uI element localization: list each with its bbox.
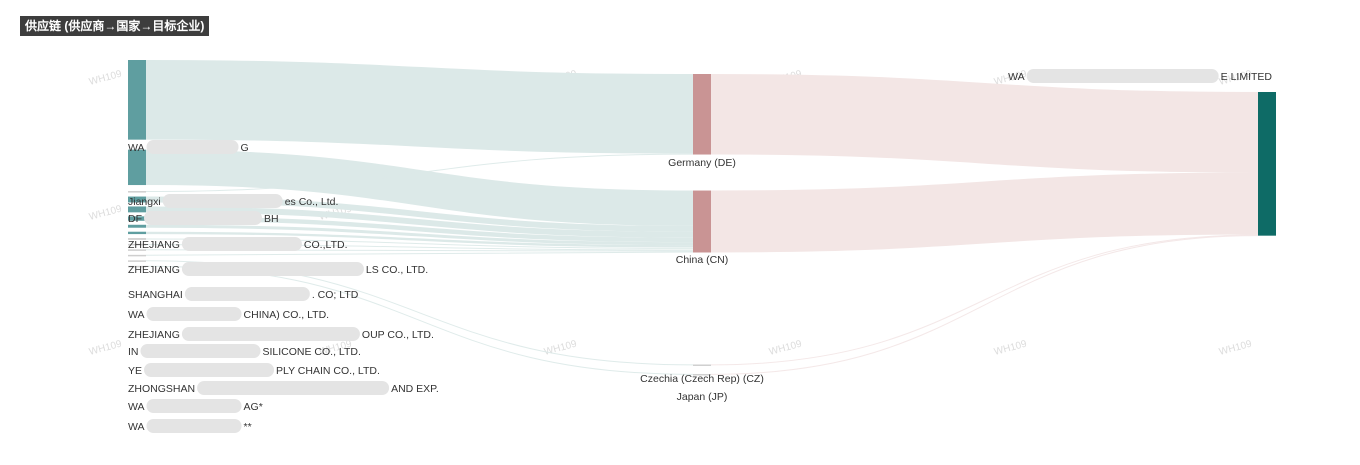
watermark-text: WH109 — [88, 69, 123, 88]
node-label-suffix: G — [241, 142, 249, 154]
redacted-blur — [146, 419, 242, 433]
node-label: China (CN) — [676, 254, 729, 266]
redacted-blur — [1026, 69, 1219, 83]
sankey-node[interactable] — [128, 260, 146, 262]
sankey-node[interactable] — [693, 364, 711, 366]
node-label-suffix: es Co., Ltd. — [285, 196, 339, 208]
watermark-text: WH109 — [993, 339, 1028, 358]
node-label-prefix: ZHEJIANG — [128, 329, 180, 341]
sankey-node[interactable] — [128, 149, 146, 186]
node-label-suffix: SILICONE CO., LTD. — [263, 346, 361, 358]
sankey-link[interactable] — [710, 172, 1259, 253]
sankey-node[interactable] — [128, 206, 146, 213]
watermark-text: WH109 — [1218, 339, 1253, 358]
sankey-link[interactable] — [145, 224, 694, 246]
node-label-prefix: YE — [128, 365, 142, 377]
redacted-blur — [146, 140, 239, 154]
sankey-link[interactable] — [145, 149, 694, 226]
node-label: Czechia (Czech Rep) (CZ) — [640, 373, 764, 385]
node-label-prefix: ZHEJIANG — [128, 239, 180, 251]
sankey-node[interactable] — [128, 60, 146, 140]
links-layer — [145, 60, 1259, 375]
sankey-node[interactable] — [693, 373, 711, 376]
node-label-suffix: E LIMITED — [1221, 71, 1273, 83]
node-label: Germany (DE) — [668, 157, 736, 169]
redacted-blur — [162, 194, 283, 208]
watermark-text: WH109 — [88, 204, 123, 223]
node-label-suffix: PLY CHAIN CO., LTD. — [276, 365, 380, 377]
sankey-node[interactable] — [128, 216, 146, 221]
node-label-suffix: BH — [264, 213, 279, 225]
redacted-blur — [181, 237, 302, 251]
sankey-node[interactable] — [693, 74, 711, 155]
sankey-link[interactable] — [710, 235, 1259, 375]
sankey-node[interactable] — [128, 249, 146, 251]
node-label-prefix: WA — [128, 421, 145, 433]
node-label-suffix: . CO; LTD — [312, 289, 359, 301]
sankey-link[interactable] — [145, 206, 694, 238]
sankey-node[interactable] — [128, 231, 146, 235]
sankey-link[interactable] — [145, 231, 694, 248]
chart-title: 供应链 (供应商→国家→目标企业) — [20, 16, 210, 36]
sankey-node[interactable] — [128, 238, 146, 240]
node-label-prefix: IN — [128, 346, 139, 358]
watermark-text: WH109 — [88, 339, 123, 358]
node-label-prefix: ZHEJIANG — [128, 264, 180, 276]
sankey-node[interactable] — [128, 254, 146, 257]
node-label-prefix: Jiangxi — [128, 196, 161, 208]
sankey-link[interactable] — [145, 251, 694, 256]
sankey-node[interactable] — [128, 243, 146, 246]
sankey-node[interactable] — [693, 190, 711, 253]
sankey-link[interactable] — [710, 74, 1259, 173]
sankey-link[interactable] — [710, 234, 1259, 366]
node-label-suffix: CO.,LTD. — [304, 239, 348, 251]
redacted-blur — [184, 287, 310, 301]
sankey-node[interactable] — [128, 196, 146, 203]
node-label-prefix: SHANGHAI — [128, 289, 183, 301]
redacted-blur — [146, 399, 242, 413]
sankey-node[interactable] — [128, 191, 146, 193]
labels-layer: WA G Jiangxi es Co., Ltd. DF BH ZHEJIANG CO.,LT… — [128, 69, 1272, 433]
nodes-layer — [128, 60, 1276, 376]
sankey-link[interactable] — [145, 60, 694, 154]
sankey-node[interactable] — [1258, 92, 1276, 236]
node-label-prefix: ZHONGSHAN — [128, 383, 195, 395]
node-label-suffix: CHINA) CO., LTD. — [244, 309, 330, 321]
node-label-prefix: WA — [128, 309, 145, 321]
node-label-prefix: WA — [128, 142, 145, 154]
watermark-text: WH109 — [768, 339, 803, 358]
node-label-suffix: ** — [244, 421, 252, 433]
node-label-prefix: WA — [128, 401, 145, 413]
redacted-blur — [181, 327, 360, 341]
sankey-node[interactable] — [128, 265, 146, 268]
sankey-node[interactable] — [128, 224, 146, 228]
redacted-blur — [146, 307, 242, 321]
sankey-link[interactable] — [145, 153, 694, 192]
node-label-suffix: AG* — [244, 401, 263, 413]
node-label-suffix: LS CO., LTD. — [366, 264, 428, 276]
redacted-blur — [140, 344, 261, 358]
redacted-blur — [144, 211, 262, 225]
redacted-blur — [197, 381, 390, 395]
redacted-blur — [144, 363, 275, 377]
node-label-suffix: OUP CO., LTD. — [362, 329, 434, 341]
redacted-blur — [181, 262, 364, 276]
node-label: Japan (JP) — [677, 391, 728, 403]
node-label-prefix: DF — [128, 213, 142, 225]
node-label-prefix: WA — [1008, 71, 1025, 83]
node-label-suffix: AND EXP. — [391, 383, 439, 395]
